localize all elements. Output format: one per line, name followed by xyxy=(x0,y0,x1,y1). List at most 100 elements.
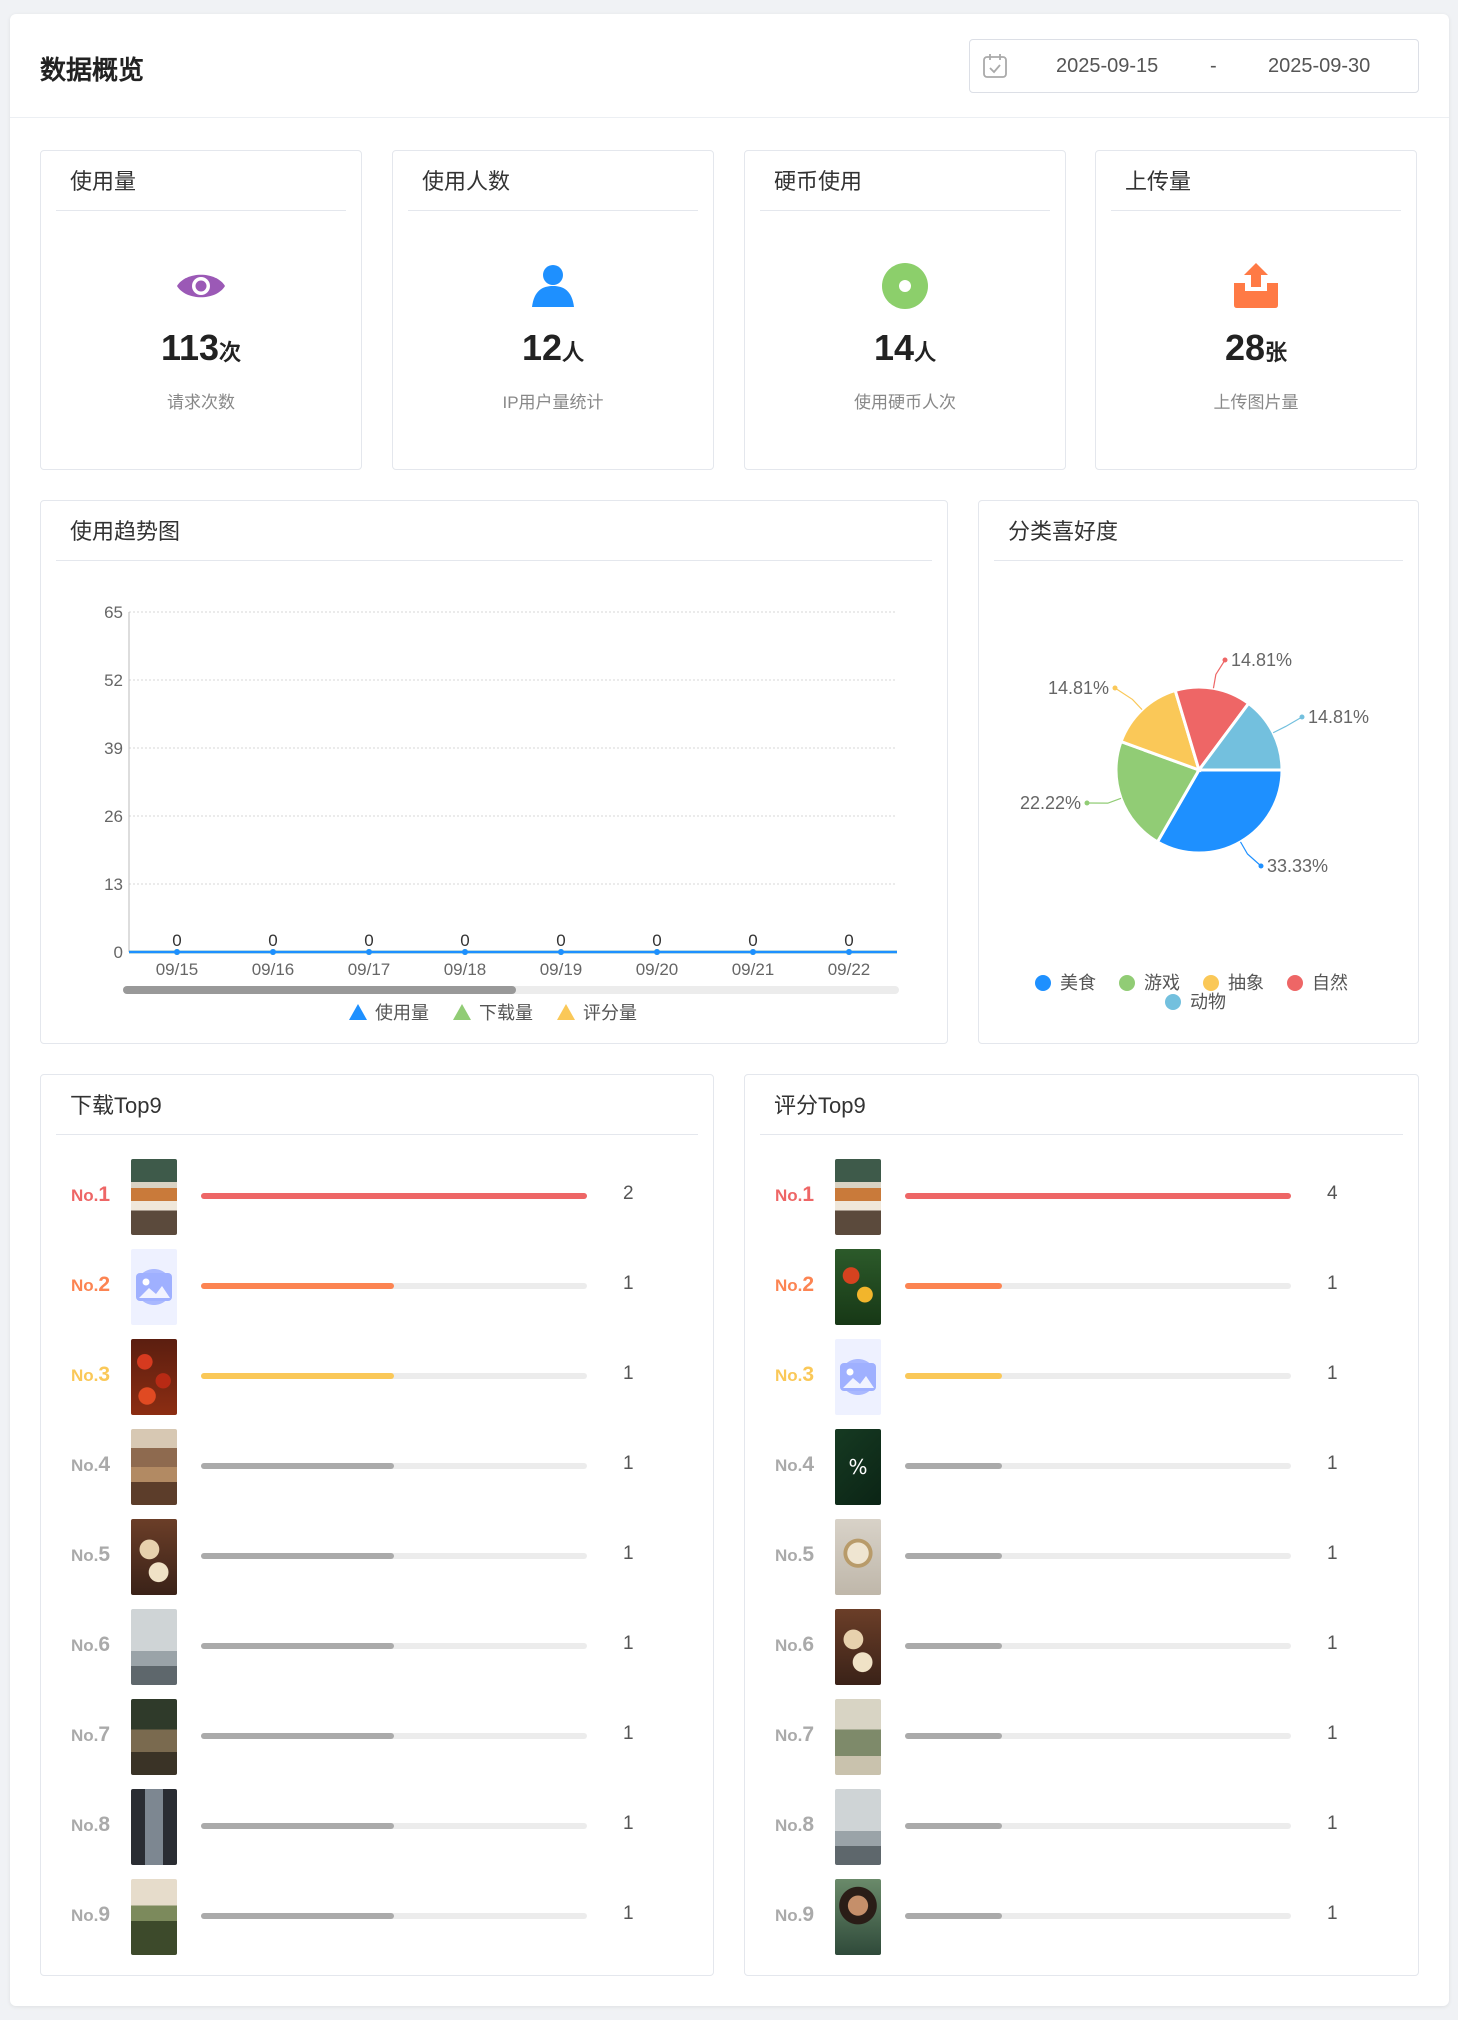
legend-item-1[interactable]: 游戏 xyxy=(1119,973,1180,993)
date-start-input[interactable]: 2025-09-15 xyxy=(1056,54,1159,77)
triangle-legend-icon xyxy=(557,1004,575,1020)
thumbnail-image[interactable] xyxy=(131,1789,177,1865)
x-tick-label: 09/22 xyxy=(828,960,871,979)
rank-bar-fill xyxy=(201,1193,587,1199)
legend-item-3[interactable]: 自然 xyxy=(1287,973,1348,993)
page-header: 数据概览 2025-09-15 - 2025-09-30 xyxy=(10,14,1449,118)
rank-prefix: No. xyxy=(775,1456,803,1475)
date-end-input[interactable]: 2025-09-30 xyxy=(1268,54,1371,77)
rank-row[interactable]: No.9 1 xyxy=(775,1879,1375,1955)
rank-value: 1 xyxy=(1327,1273,1338,1294)
rank-row[interactable]: No.2 1 xyxy=(71,1249,671,1325)
rank-row[interactable]: No.6 1 xyxy=(71,1609,671,1685)
rank-row[interactable]: No.4 1 xyxy=(71,1429,671,1505)
legend-item-2[interactable]: 评分量 xyxy=(557,1003,637,1023)
rank-row[interactable]: No.4% 1 xyxy=(775,1429,1375,1505)
pie-label-dot xyxy=(1084,800,1090,806)
thumbnail-image[interactable] xyxy=(835,1609,881,1685)
rank-index: 7 xyxy=(98,1723,111,1746)
image-placeholder-icon xyxy=(840,1363,876,1391)
rank-row[interactable]: No.5 1 xyxy=(71,1519,671,1595)
rank-number: No.2 xyxy=(71,1273,110,1297)
zoom-slider-handle[interactable] xyxy=(123,986,516,994)
thumbnail-image[interactable] xyxy=(131,1879,177,1955)
thumbnail-image[interactable] xyxy=(835,1519,881,1595)
rank-bar-fill xyxy=(201,1823,394,1829)
stat-value: 113 xyxy=(160,327,220,368)
rank-row[interactable]: No.8 1 xyxy=(775,1789,1375,1865)
thumbnail-image[interactable] xyxy=(131,1249,177,1325)
legend-item-4[interactable]: 动物 xyxy=(1165,992,1226,1012)
legend-label: 游戏 xyxy=(1144,973,1180,993)
rank-index: 5 xyxy=(98,1543,111,1566)
rank-row[interactable]: No.9 1 xyxy=(71,1879,671,1955)
legend-item-1[interactable]: 下载量 xyxy=(453,1003,533,1023)
rank-value: 4 xyxy=(1327,1183,1338,1204)
rank-prefix: No. xyxy=(775,1636,803,1655)
pie-label-line xyxy=(1239,841,1262,867)
thumbnail-image[interactable] xyxy=(131,1699,177,1775)
rank-bar-fill xyxy=(201,1283,394,1289)
stat-title: 上传量 xyxy=(1111,151,1401,211)
data-label: 0 xyxy=(556,931,565,950)
legend-item-0[interactable]: 美食 xyxy=(1035,973,1096,993)
stat-card-uploads: 上传量 28张 上传图片量 xyxy=(1095,150,1417,470)
rating-top9-title: 评分Top9 xyxy=(760,1075,1403,1135)
rank-bar-track xyxy=(201,1913,587,1919)
data-label: 0 xyxy=(844,931,853,950)
stat-title: 使用量 xyxy=(56,151,346,211)
data-label: 0 xyxy=(460,931,469,950)
rank-index: 1 xyxy=(802,1183,815,1206)
legend-item-0[interactable]: 使用量 xyxy=(349,1003,429,1023)
stat-value: 14 xyxy=(873,327,915,368)
thumbnail-image[interactable] xyxy=(131,1429,177,1505)
thumbnail-image[interactable] xyxy=(131,1519,177,1595)
rank-row[interactable]: No.1 2 xyxy=(71,1159,671,1235)
rank-prefix: No. xyxy=(71,1726,99,1745)
thumbnail-image[interactable] xyxy=(835,1249,881,1325)
rank-index: 4 xyxy=(98,1453,111,1476)
rank-bar-fill xyxy=(905,1463,1002,1469)
rank-row[interactable]: No.2 1 xyxy=(775,1249,1375,1325)
rank-number: No.4 xyxy=(71,1453,110,1477)
rank-value: 1 xyxy=(1327,1723,1338,1744)
thumbnail-image[interactable] xyxy=(835,1789,881,1865)
rank-bar-track xyxy=(905,1913,1291,1919)
thumbnail-image[interactable] xyxy=(131,1609,177,1685)
thumbnail-image[interactable] xyxy=(835,1159,881,1235)
y-tick-label: 0 xyxy=(114,943,123,962)
rank-row[interactable]: No.3 1 xyxy=(71,1339,671,1415)
rank-prefix: No. xyxy=(71,1546,99,1565)
rank-prefix: No. xyxy=(71,1186,99,1205)
y-tick-label: 26 xyxy=(104,807,123,826)
series-point xyxy=(270,949,276,955)
rank-row[interactable]: No.5 1 xyxy=(775,1519,1375,1595)
data-label: 0 xyxy=(364,931,373,950)
rank-row[interactable]: No.3 1 xyxy=(775,1339,1375,1415)
x-tick-label: 09/19 xyxy=(540,960,583,979)
thumbnail-image[interactable] xyxy=(131,1339,177,1415)
circle-legend-icon xyxy=(1165,994,1181,1010)
rank-prefix: No. xyxy=(71,1636,99,1655)
rank-row[interactable]: No.1 4 xyxy=(775,1159,1375,1235)
thumbnail-image[interactable] xyxy=(835,1879,881,1955)
rank-index: 7 xyxy=(802,1723,815,1746)
rank-row[interactable]: No.7 1 xyxy=(71,1699,671,1775)
thumbnail-image[interactable] xyxy=(835,1699,881,1775)
legend-item-2[interactable]: 抽象 xyxy=(1203,973,1264,993)
rank-row[interactable]: No.6 1 xyxy=(775,1609,1375,1685)
triangle-legend-icon xyxy=(453,1004,471,1020)
date-range-picker[interactable]: 2025-09-15 - 2025-09-30 xyxy=(969,39,1419,93)
thumbnail-image[interactable] xyxy=(835,1339,881,1415)
x-tick-label: 09/15 xyxy=(156,960,199,979)
pie-slice-2 xyxy=(1119,688,1202,773)
rank-bar-track xyxy=(201,1463,587,1469)
stat-caption: 请求次数 xyxy=(167,393,235,412)
rank-row[interactable]: No.7 1 xyxy=(775,1699,1375,1775)
thumbnail-image[interactable] xyxy=(131,1159,177,1235)
triangle-legend-icon xyxy=(349,1004,367,1020)
rank-row[interactable]: No.8 1 xyxy=(71,1789,671,1865)
series-point xyxy=(366,949,372,955)
thumbnail-image[interactable]: % xyxy=(835,1429,881,1505)
